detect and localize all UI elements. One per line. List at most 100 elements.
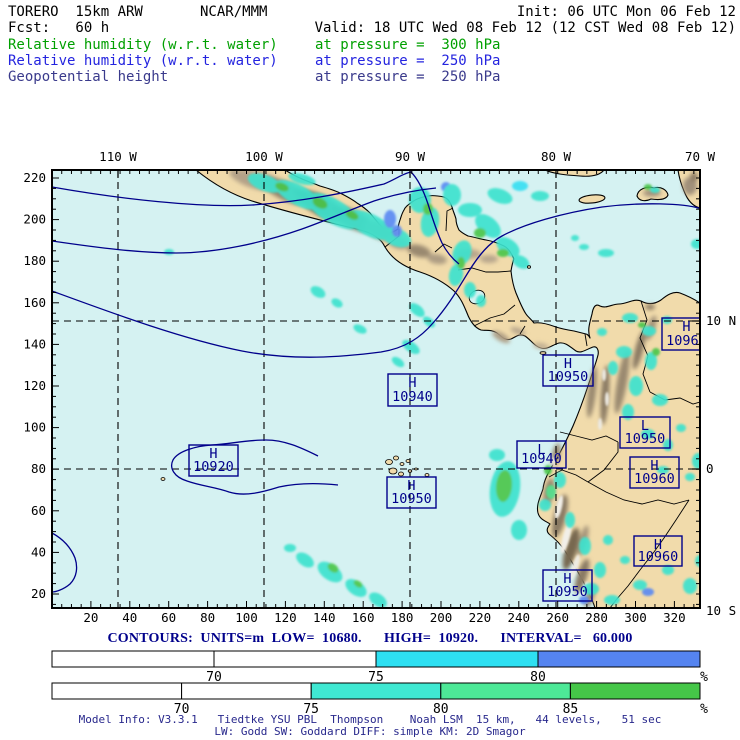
- pressure-center-value: 10950: [548, 369, 589, 385]
- pressure-center-value: 10940: [521, 451, 562, 467]
- pressure-center-box: [188, 444, 239, 477]
- colorbar-segment: [310, 682, 442, 700]
- rh-patch: [420, 207, 440, 237]
- rh-patch: [369, 592, 387, 608]
- rh-patch: [616, 346, 632, 358]
- colorbar-tick-label: 70: [206, 670, 222, 685]
- rh-patch: [384, 210, 396, 228]
- y-axis-label: 220: [23, 170, 46, 185]
- model-info-line1: Model Info: V3.3.1 Tiedtke YSU PBL Thomp…: [78, 713, 662, 726]
- rh-patch: [641, 429, 655, 439]
- rh-patch: [284, 544, 296, 552]
- rh-patch: [650, 187, 660, 193]
- rh-patch: [645, 352, 657, 370]
- pressure-center-box: [629, 456, 680, 489]
- pressure-center-box: [619, 416, 671, 449]
- rh-patch: [489, 449, 505, 461]
- rh-patch: [531, 191, 549, 201]
- rh-patch: [683, 578, 697, 594]
- rh-patch: [652, 394, 668, 406]
- colorbar-tick-label: 80: [530, 670, 546, 685]
- field-3-name: Geopotential height: [8, 69, 169, 85]
- latitude-label: 0: [706, 461, 714, 476]
- model-info-line2: LW: Godd SW: Goddard DIFF: simple KM: 2D…: [214, 725, 526, 738]
- rh-patch: [608, 361, 618, 375]
- x-axis-label: 320: [663, 610, 686, 625]
- islet: [398, 471, 404, 477]
- rh-patch: [620, 556, 630, 564]
- rh-patch: [676, 424, 686, 432]
- rh-patch: [633, 580, 647, 590]
- x-axis-label: 280: [585, 610, 608, 625]
- rh-patch: [642, 326, 656, 336]
- y-axis-label: 60: [31, 503, 46, 518]
- latitude-label: 10 S: [706, 603, 736, 618]
- rh-patch: [598, 249, 614, 257]
- x-axis-label: 100: [235, 610, 258, 625]
- rh-patch: [353, 580, 363, 588]
- rh-patch: [642, 588, 654, 596]
- contour-info-line: CONTOURS: UNITS=m LOW= 10680. HIGH= 1092…: [107, 631, 633, 646]
- y-axis-label: 160: [23, 295, 46, 310]
- pressure-center-letter: H: [563, 571, 571, 587]
- islet: [399, 462, 405, 466]
- pressure-center-box: [542, 569, 593, 602]
- rh-patch: [331, 298, 343, 308]
- x-axis-label: 240: [508, 610, 531, 625]
- pressure-center-value: 10950: [625, 431, 666, 447]
- rh-patch: [685, 473, 695, 481]
- rh-patch: [511, 520, 527, 540]
- x-axis-label: 140: [313, 610, 336, 625]
- rh-patch: [597, 328, 607, 336]
- rh-patch: [474, 228, 486, 238]
- rh-patch: [452, 240, 472, 266]
- pressure-center-value: 10960: [666, 333, 707, 349]
- x-axis-label: 300: [624, 610, 647, 625]
- rh-patch: [662, 316, 672, 324]
- rh-patch: [638, 322, 646, 328]
- rh-patch: [657, 466, 669, 474]
- x-axis-label: 80: [200, 610, 215, 625]
- rh-patch: [345, 210, 359, 220]
- rh-patch: [512, 255, 530, 269]
- rh-patch: [546, 485, 556, 499]
- field-1-level: at pressure = 300 hPa: [315, 37, 501, 53]
- x-axis-label: 260: [546, 610, 569, 625]
- colorbar-tick-label: 70: [174, 702, 190, 717]
- rh-patch: [247, 173, 283, 193]
- pressure-center-letter: H: [209, 446, 217, 462]
- map-frame: [51, 169, 701, 609]
- colorbar-segment: [51, 650, 215, 668]
- rh-patch: [164, 249, 174, 255]
- colorbar-segment: [181, 682, 312, 700]
- humidity-patches: [164, 172, 700, 608]
- longitude-label: 110 W: [99, 149, 137, 164]
- pressure-center-box: [387, 373, 438, 407]
- pressure-center-box: [542, 354, 594, 387]
- colorbar-segment: [537, 650, 701, 668]
- rh-patch: [288, 172, 316, 186]
- y-axis-label: 140: [23, 336, 46, 351]
- rh-patch: [565, 512, 575, 528]
- rh-patch: [571, 235, 579, 241]
- pressure-center-value: 10950: [547, 584, 588, 600]
- x-axis-label: 60: [161, 610, 176, 625]
- pressure-center-value: 10940: [392, 389, 433, 405]
- x-axis-label: 180: [391, 610, 414, 625]
- rh-patch: [652, 348, 660, 356]
- rh-patch: [554, 472, 566, 488]
- rh-patch: [312, 197, 328, 209]
- galapagos-islands: [160, 265, 547, 481]
- rh-patch: [391, 356, 405, 368]
- rh-patch: [409, 303, 425, 317]
- height-contours: [52, 171, 700, 593]
- rh-patch: [448, 264, 464, 286]
